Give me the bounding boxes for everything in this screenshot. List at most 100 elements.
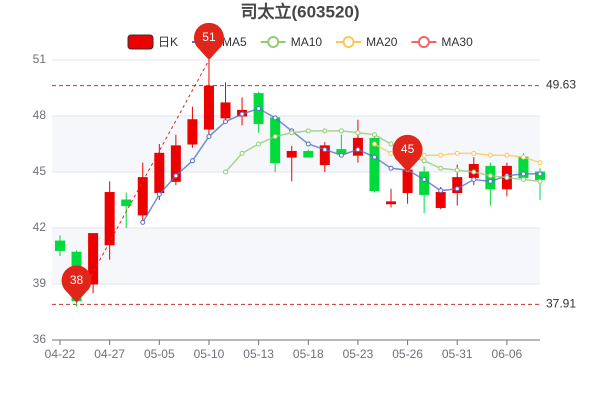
ma-point [487, 178, 493, 184]
candle-body [419, 171, 430, 195]
legend-icon [417, 36, 430, 48]
marker-label: 38 [70, 273, 84, 287]
ma-point [438, 188, 444, 194]
ma-point [355, 147, 361, 153]
candle-body [137, 177, 148, 216]
ma-point [388, 150, 394, 156]
ma-point [438, 165, 444, 171]
ma-point [454, 186, 460, 192]
candle-body [369, 137, 380, 192]
ma-point [338, 128, 344, 134]
y-tick-label: 39 [33, 276, 47, 290]
x-tick-label: 05-23 [343, 347, 374, 361]
legend-label: MA20 [366, 35, 398, 49]
ma-point [388, 141, 394, 147]
legend-icon [267, 36, 280, 48]
ma-point [223, 169, 229, 175]
ma-point [272, 115, 278, 121]
ma-point [487, 152, 493, 158]
ma-point [454, 167, 460, 173]
candle-body [187, 119, 198, 145]
ma-point [223, 119, 229, 125]
candle-body [303, 150, 314, 158]
ma-point [338, 152, 344, 158]
ma-point [206, 134, 212, 140]
y-tick-label: 45 [33, 164, 47, 178]
candle-body [104, 192, 115, 246]
y-tick-label: 48 [33, 108, 47, 122]
ma-point [471, 176, 477, 182]
ma-point [322, 147, 328, 153]
x-tick-label: 04-22 [45, 347, 76, 361]
ma-point [421, 158, 427, 164]
marker-pin [193, 22, 224, 60]
ma-point [371, 141, 377, 147]
candle-body [88, 233, 99, 285]
x-tick-label: 05-26 [392, 347, 423, 361]
ma-point [173, 173, 179, 179]
marker-pin [61, 265, 92, 303]
reference-label: 49.63 [546, 78, 576, 92]
ma-point [388, 165, 394, 171]
candle-body [154, 152, 165, 194]
candle-body [203, 85, 214, 130]
x-tick-label: 05-05 [144, 347, 175, 361]
ma-point [504, 175, 510, 181]
ma-point [421, 152, 427, 158]
ma-point [305, 141, 311, 147]
ma-point [140, 219, 146, 225]
candle-body [55, 240, 65, 251]
reference-label: 37.91 [546, 297, 576, 311]
grid-band [52, 116, 540, 172]
legend-icon [127, 34, 154, 50]
ma-point [371, 132, 377, 138]
grid-band [52, 228, 540, 284]
ma-point [156, 191, 162, 197]
candle-body [270, 117, 281, 164]
candle-body [319, 145, 330, 166]
marker-label: 51 [202, 30, 216, 44]
legend-label: 日K [158, 35, 178, 49]
legend-label: MA30 [441, 35, 473, 49]
x-tick-label: 05-31 [442, 347, 473, 361]
marker-label: 45 [401, 142, 415, 156]
ma-point [189, 158, 195, 164]
ma-line [224, 130, 541, 183]
ma-point [487, 173, 493, 179]
ma-point [239, 111, 245, 117]
candle-body [220, 102, 231, 119]
y-tick-label: 51 [33, 52, 47, 66]
ma-point [520, 154, 526, 160]
ma-point [272, 134, 278, 140]
x-tick-label: 04-27 [94, 347, 125, 361]
candle-body [435, 192, 446, 208]
candle-body [286, 150, 297, 158]
candle-body [452, 177, 463, 194]
legend-icon [342, 36, 355, 48]
trend-line [76, 59, 210, 303]
x-tick-label: 05-13 [243, 347, 274, 361]
ma-point [537, 171, 543, 177]
ma-point [239, 150, 245, 156]
ma-point [520, 171, 526, 177]
ma-point [504, 152, 510, 158]
x-tick-label: 06-06 [492, 347, 523, 361]
candle-body [121, 199, 132, 207]
ma-point [322, 128, 328, 134]
ma-point [471, 150, 477, 156]
ma-point [471, 169, 477, 175]
ma-point [289, 130, 295, 136]
ma-point [371, 154, 377, 160]
x-tick-label: 05-18 [293, 347, 324, 361]
ma-point [256, 141, 262, 147]
x-tick-label: 05-10 [194, 347, 225, 361]
ma-point [256, 106, 262, 112]
ma-point [421, 176, 427, 182]
ma-point [537, 160, 543, 166]
y-tick-label: 36 [33, 332, 47, 346]
ma-point [537, 178, 543, 184]
ma-point [305, 128, 311, 134]
legend-label: MA5 [222, 35, 247, 49]
ma-point [520, 176, 526, 182]
